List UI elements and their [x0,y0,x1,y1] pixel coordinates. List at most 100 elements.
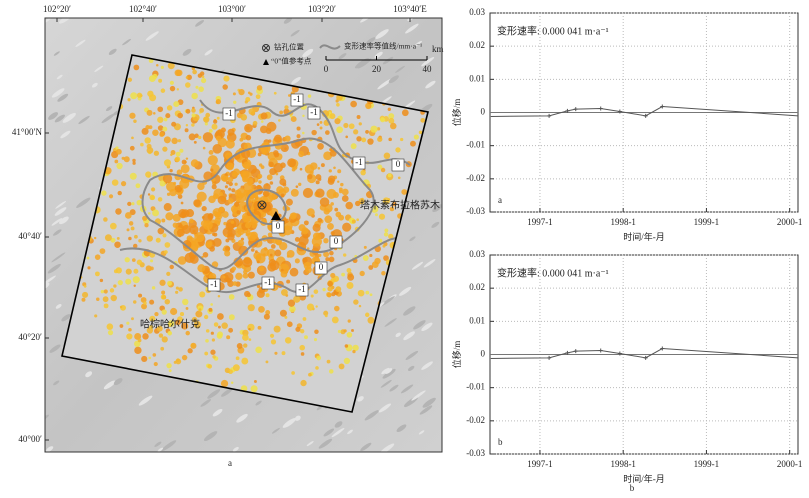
deformation-patch [169,85,176,92]
deformation-patch [295,185,299,188]
deformation-patch [177,256,187,265]
deformation-patch [299,328,305,334]
deformation-patch [383,152,391,160]
point-marker [617,351,622,356]
map-y-label: 41°00′N [12,127,43,137]
deformation-patch [209,246,215,252]
deformation-patch [256,260,260,264]
dune [108,48,117,55]
deformation-patch [226,335,231,340]
contour-label: -1 [293,94,301,104]
deformation-patch [165,113,171,119]
dune [282,417,297,428]
deformation-patch [158,333,164,338]
y-tick-label: 0.02 [469,40,485,50]
dune [388,75,399,84]
deformation-patch [181,209,190,218]
dune [236,413,248,423]
deformation-patch [363,245,367,249]
deformation-patch [191,92,198,100]
deformation-patch [401,109,409,117]
deformation-patch [113,284,117,288]
deformation-patch [219,192,224,196]
deformation-patch [281,351,286,356]
deformation-patch [310,162,318,170]
contour-label-box [295,283,309,297]
deformation-patch [94,271,100,277]
deformation-patch [343,357,351,365]
deformation-patch [257,173,263,179]
reference-point [271,211,281,220]
dune [422,397,436,408]
y-tick-label: -0.03 [466,448,485,458]
contour-label-box [307,106,321,120]
deformation-patch [226,162,234,171]
deformation-patch [244,123,253,133]
deformation-patch [329,113,336,120]
deformation-patch [191,66,195,71]
legend-label: “0”值参考点 [271,56,312,66]
deformation-patch [345,135,348,139]
deformation-patch [205,112,211,118]
dune [403,100,416,109]
contour-label: -1 [298,284,306,294]
dune [302,48,314,58]
dune [421,361,433,370]
deformation-patch [359,270,365,277]
contour-labels: -1 -1 -1 -1 0 0 0 0 -1 -1 -1 [207,93,405,297]
deformation-patch [131,258,136,262]
dune [407,365,415,372]
deformation-patch [311,261,314,264]
deformation-patch [374,257,381,265]
deformation-patch [286,254,290,258]
dune [431,221,440,228]
deformation-patch [241,357,249,365]
deformation-patch [293,295,301,303]
y-tick-label: 0.03 [469,7,485,17]
deformation-patch [420,117,426,123]
deformation-patch [284,337,292,344]
deformation-patch [248,108,255,115]
deformation-patch [365,312,370,318]
deformation-patch [141,355,148,363]
dune [59,216,69,225]
deformation-patch [296,134,301,139]
deformation-patch [388,233,394,240]
deformation-patch [94,314,98,318]
deformation-patch [336,126,343,134]
deformation-patch [223,75,230,82]
deformation-patch [240,170,247,177]
dune [56,74,63,80]
deformation-patch [353,299,359,305]
deformation-patch [306,208,315,217]
deformation-patch [353,129,359,135]
deformation-patch [339,189,343,194]
scale-bar: 0 20 40 km [324,44,444,74]
y-tick-label: 0.02 [469,282,485,292]
deformation-patch [159,131,165,137]
deformation-patch [337,329,342,334]
deformation-patch [280,270,288,278]
deformation-patch [343,329,347,333]
deformation-patch [164,299,171,305]
map-legend: 钻孔位置 “0”值参考点 变形速率等值线/mm·a⁻¹ 0 20 40 km [262,41,444,74]
deformation-patch [228,314,235,321]
deformation-patch [337,169,342,174]
deformation-patch [131,202,135,206]
deformation-patch [243,269,248,275]
deformation-patch [279,309,287,317]
deformation-patch [350,143,357,150]
deformation-patch [222,84,228,90]
dune [61,314,71,322]
deformation-patch [355,200,361,207]
deformation-patch [224,185,228,189]
deformation-patch [217,313,224,320]
deformation-patch [356,218,360,222]
deformation-patch [87,266,91,270]
deformation-patch [336,102,340,107]
place-name: 塔木素布拉格苏木 [360,198,440,211]
deformation-patch [152,129,159,137]
deformation-patch [279,178,287,186]
deformation-patch [289,305,296,313]
deformation-patch [378,213,386,220]
